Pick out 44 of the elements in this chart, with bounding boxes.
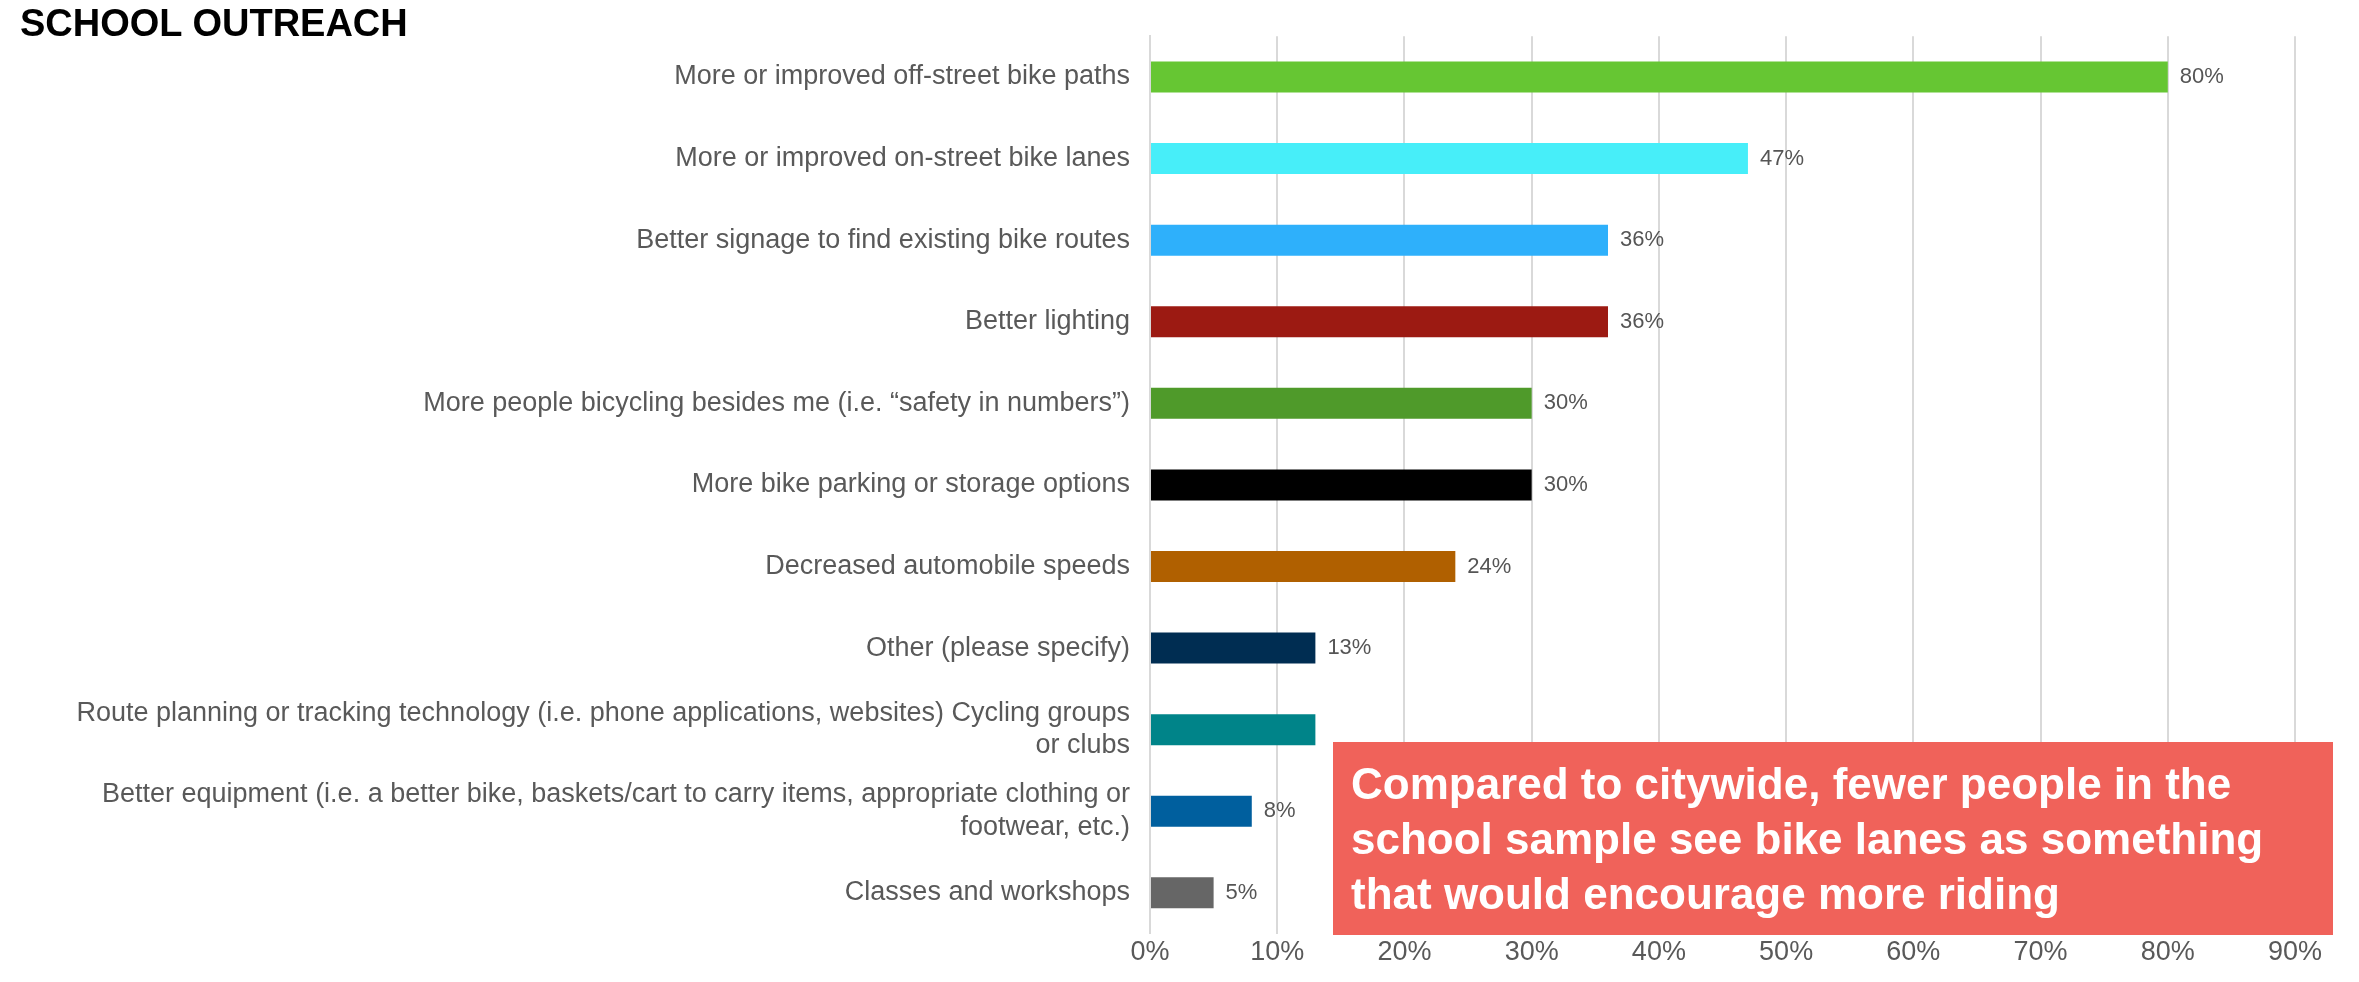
bar <box>1151 306 1608 338</box>
x-tick-label: 20% <box>1377 936 1432 967</box>
bar <box>1151 224 1608 256</box>
y-tick-label: Better equipment (i.e. a better bike, baskets/cart to carry items, appropriate clothing or footwear, etc.) <box>102 778 1130 841</box>
data-label: 30% <box>1543 389 1588 415</box>
data-label: 30% <box>1543 470 1588 496</box>
data-label: 36% <box>1620 226 1665 252</box>
data-label: 47% <box>1759 144 1804 170</box>
x-tick-label: 10% <box>1250 936 1305 967</box>
data-label: 80% <box>2179 63 2224 89</box>
y-tick-label: Classes and workshops <box>844 876 1130 907</box>
data-label: 5% <box>1225 878 1258 904</box>
bar <box>1151 143 1748 175</box>
bar <box>1151 387 1532 419</box>
data-label: 36% <box>1620 307 1665 333</box>
x-tick-label: 40% <box>1631 936 1686 967</box>
y-tick-label: More or improved off-street bike paths <box>674 60 1130 91</box>
y-tick-label: Decreased automobile speeds <box>765 549 1130 580</box>
x-tick-label: 70% <box>2013 936 2068 967</box>
x-tick-label: 0% <box>1130 936 1170 967</box>
x-tick-label: 80% <box>2140 936 2195 967</box>
bar <box>1151 550 1456 582</box>
text: SCHOOL OUTREACH <box>20 2 408 45</box>
bar <box>1151 795 1252 827</box>
data-label: 24% <box>1467 552 1512 578</box>
y-tick-label: Other (please specify) <box>865 631 1130 662</box>
bar <box>1151 469 1532 501</box>
annotation: Compared to citywide, fewer people in the school sample see bike lanes as something that would encourage more riding <box>1333 742 2333 935</box>
y-tick-label: More bike parking or storage options <box>691 468 1130 499</box>
y-tick-label: Better lighting <box>964 305 1130 336</box>
x-tick-label: 90% <box>2267 936 2323 967</box>
y-tick-label: Route planning or tracking technology (i.e. phone applications, websites) Cycling groups or clubs <box>76 696 1130 760</box>
x-tick-label: 50% <box>1759 936 1814 967</box>
bar <box>1151 632 1316 664</box>
bar <box>1151 877 1214 909</box>
data-label: 8% <box>1263 797 1296 823</box>
y-tick-label: More people bicycling besides me (i.e. “safety in numbers”) <box>423 386 1130 417</box>
bar <box>1151 61 2168 93</box>
x-tick-label: 30% <box>1504 936 1559 967</box>
y-tick-label: Better signage to find existing bike routes <box>636 223 1130 254</box>
data-label: 13% <box>1327 634 1372 660</box>
x-tick-label: 60% <box>1886 936 1941 967</box>
y-tick-label: More or improved on-street bike lanes <box>675 142 1130 173</box>
bar <box>1151 714 1316 746</box>
